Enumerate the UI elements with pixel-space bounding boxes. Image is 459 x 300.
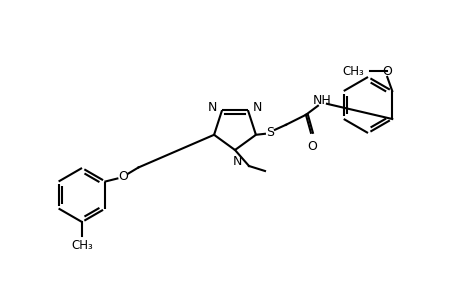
Text: S: S <box>265 126 273 139</box>
Text: CH₃: CH₃ <box>342 64 364 77</box>
Text: O: O <box>306 140 316 153</box>
Text: N: N <box>252 101 262 114</box>
Text: N: N <box>207 101 217 114</box>
Text: O: O <box>118 170 128 183</box>
Text: N: N <box>232 155 241 168</box>
Text: NH: NH <box>312 94 330 107</box>
Text: O: O <box>381 64 392 77</box>
Text: CH₃: CH₃ <box>71 239 93 252</box>
